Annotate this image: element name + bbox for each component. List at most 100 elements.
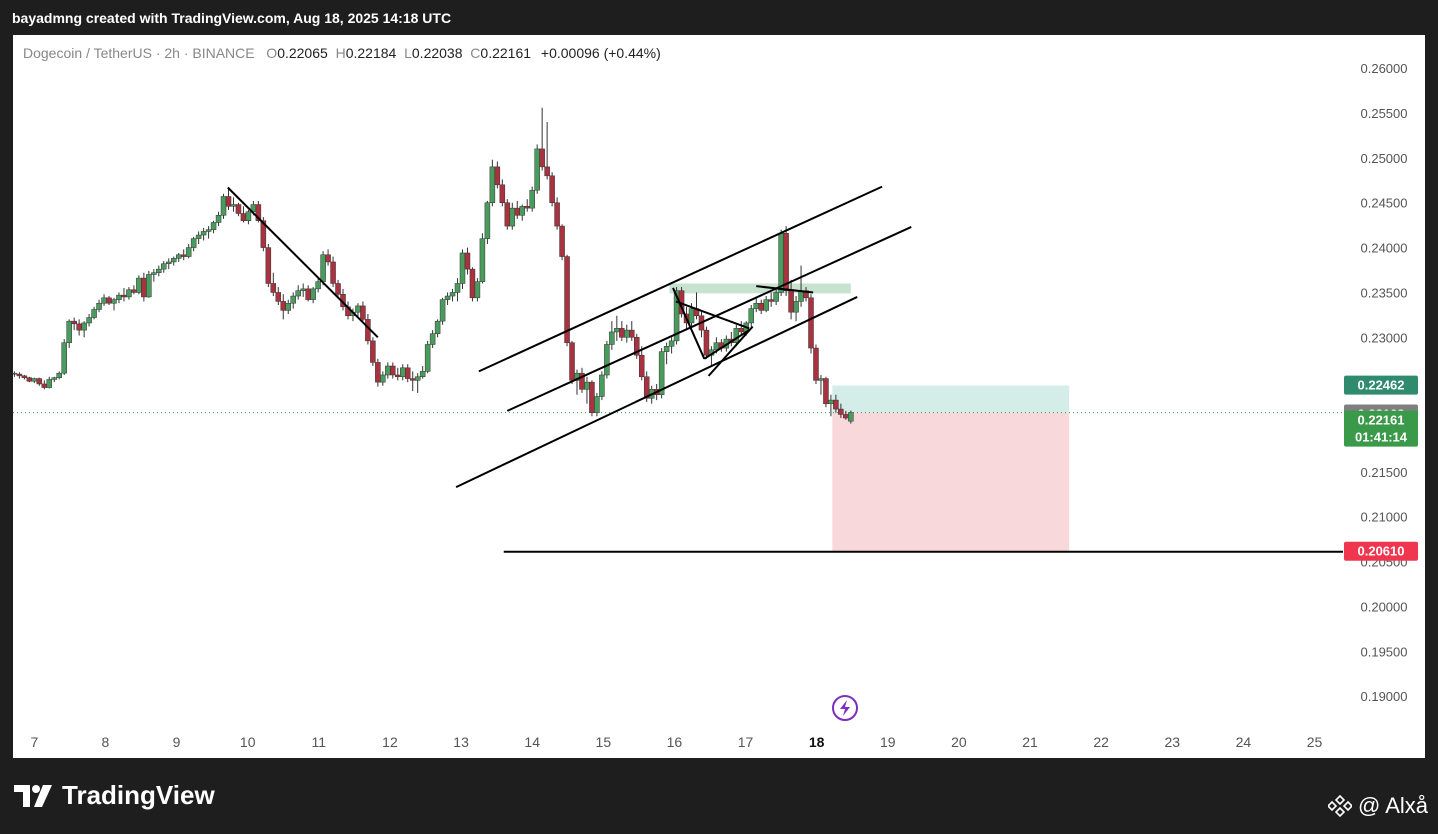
candle-body bbox=[748, 308, 755, 324]
candle-body bbox=[414, 376, 421, 381]
candle-body bbox=[270, 283, 277, 293]
x-tick-label: 21 bbox=[1022, 734, 1038, 750]
candle-body bbox=[838, 408, 844, 415]
candle bbox=[439, 297, 446, 325]
candle-body bbox=[390, 365, 396, 376]
candle bbox=[848, 410, 854, 424]
candle bbox=[584, 376, 590, 404]
candle-body bbox=[569, 342, 575, 381]
candle bbox=[305, 285, 311, 302]
candle-body bbox=[310, 288, 316, 300]
candle bbox=[116, 292, 122, 304]
candles bbox=[13, 107, 854, 424]
candle-body bbox=[275, 292, 282, 302]
price-chart[interactable]: 0.26000 0.25500 0.25000 0.24500 0.24000 0.235… bbox=[13, 35, 1425, 758]
candle-body bbox=[738, 328, 745, 333]
candle bbox=[36, 377, 43, 386]
candle-body bbox=[335, 283, 341, 295]
candle-body bbox=[534, 148, 540, 191]
symbol-legend: Dogecoin / TetherUS · 2h · BINANCE O0.22… bbox=[23, 45, 661, 61]
tv-logo-icon bbox=[14, 784, 52, 807]
candle bbox=[76, 319, 82, 336]
binance-icon bbox=[1327, 794, 1352, 818]
candle bbox=[151, 269, 157, 282]
candle-body bbox=[509, 207, 516, 227]
price-tag-label: 0.22161 bbox=[1358, 413, 1405, 428]
candle-body bbox=[36, 378, 43, 385]
candle bbox=[444, 292, 451, 306]
candle-body bbox=[429, 333, 436, 345]
candle-body bbox=[16, 373, 23, 377]
candle bbox=[638, 346, 645, 381]
author-badge: @ Alxå bbox=[1327, 793, 1428, 819]
candle bbox=[579, 367, 585, 393]
candle bbox=[390, 362, 396, 379]
candle bbox=[633, 333, 640, 359]
candle bbox=[300, 283, 306, 297]
candle bbox=[693, 292, 700, 320]
candle-body bbox=[71, 320, 77, 325]
candle-body bbox=[151, 272, 157, 275]
candle bbox=[360, 301, 366, 322]
candle-body bbox=[504, 202, 511, 227]
candle bbox=[146, 270, 152, 298]
candle-body bbox=[13, 372, 18, 375]
candle-body bbox=[434, 320, 441, 334]
trend-line bbox=[756, 285, 814, 294]
candle bbox=[290, 292, 296, 309]
candle-body bbox=[783, 232, 789, 291]
candle-body bbox=[584, 381, 590, 390]
y-tick-label: 0.21000 bbox=[1361, 510, 1408, 525]
candle-body bbox=[813, 347, 819, 381]
candle bbox=[823, 376, 829, 408]
candle bbox=[195, 231, 202, 245]
x-tick-label: 12 bbox=[382, 734, 398, 750]
candle bbox=[280, 294, 287, 320]
candle bbox=[86, 313, 92, 327]
candle bbox=[459, 249, 466, 289]
change-value: +0.00096 (+0.44%) bbox=[540, 45, 661, 61]
candle bbox=[400, 364, 406, 381]
candle-body bbox=[464, 252, 471, 270]
candle bbox=[818, 374, 824, 395]
candle bbox=[375, 358, 381, 387]
candle-body bbox=[419, 371, 426, 378]
x-tick-label: 22 bbox=[1093, 734, 1109, 750]
candle bbox=[61, 339, 67, 375]
candle bbox=[559, 224, 565, 261]
chart-pane[interactable]: 0.26000 0.25500 0.25000 0.24500 0.24000 0.235… bbox=[13, 35, 1425, 758]
candle-body bbox=[66, 320, 72, 343]
candle-body bbox=[360, 305, 366, 320]
candle-body bbox=[609, 331, 615, 345]
x-tick-label: 16 bbox=[667, 734, 683, 750]
candle bbox=[46, 376, 53, 389]
candle bbox=[370, 337, 376, 367]
candle bbox=[295, 285, 301, 300]
candle-body bbox=[629, 329, 635, 338]
candle bbox=[609, 321, 615, 350]
candle-body bbox=[753, 302, 759, 309]
lightning-icon[interactable] bbox=[832, 695, 858, 721]
candle bbox=[185, 244, 192, 259]
x-tick-label: 14 bbox=[524, 734, 540, 750]
candle bbox=[41, 380, 48, 390]
candle-body bbox=[454, 283, 461, 293]
candle bbox=[66, 319, 72, 349]
candle bbox=[240, 206, 247, 223]
candle bbox=[524, 199, 530, 212]
candle-body bbox=[484, 202, 491, 239]
candle-body bbox=[833, 399, 839, 410]
candle-body bbox=[638, 354, 645, 378]
candle-body bbox=[499, 184, 506, 203]
candle bbox=[454, 278, 461, 302]
candle bbox=[748, 305, 755, 327]
candle bbox=[419, 366, 426, 379]
position-zones bbox=[13, 283, 1343, 552]
symbol-name: Dogecoin / TetherUS · 2h · BINANCE bbox=[23, 45, 255, 61]
candle bbox=[395, 367, 401, 381]
candle bbox=[544, 122, 550, 180]
attribution-text: bayadmng created with TradingView.com, A… bbox=[12, 10, 452, 26]
candle bbox=[16, 372, 23, 379]
candle bbox=[205, 226, 212, 239]
x-tick-label: 20 bbox=[951, 734, 967, 750]
